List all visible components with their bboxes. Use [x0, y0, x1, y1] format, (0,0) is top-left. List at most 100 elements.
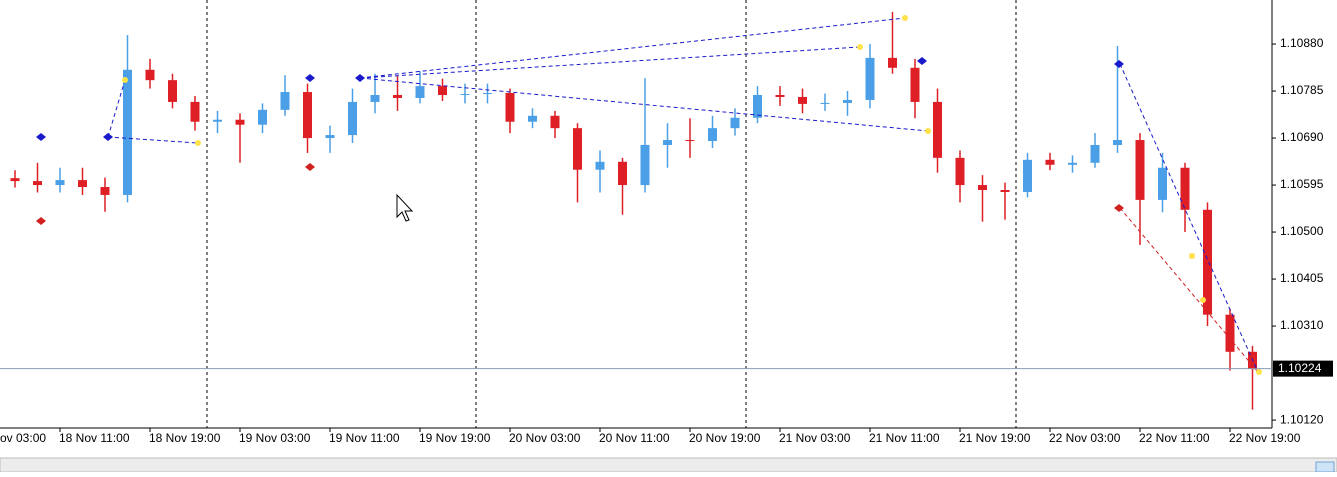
trend-line — [1119, 63, 1259, 373]
x-tick-label: 19 Nov 03:00 — [239, 431, 311, 445]
marker — [195, 140, 201, 146]
indicator-lines — [107, 17, 1259, 373]
candle-body — [1180, 167, 1190, 210]
candle-body — [685, 140, 695, 142]
candle-body — [933, 101, 942, 158]
trend-line — [107, 136, 199, 144]
candle-body — [1158, 167, 1167, 200]
mouse-cursor — [396, 193, 414, 222]
x-tick-label: 21 Nov 19:00 — [959, 431, 1031, 445]
candle-body — [190, 101, 200, 122]
y-tick-label: 1.10595 — [1280, 177, 1324, 191]
candle-body — [55, 180, 65, 186]
y-tick-label: 1.10500 — [1280, 224, 1324, 238]
scrollbar[interactable] — [0, 457, 1337, 473]
signal-down — [305, 163, 315, 171]
signal-down — [36, 217, 46, 225]
candle-body — [415, 86, 425, 98]
x-tick-label: 21 Nov 03:00 — [779, 431, 851, 445]
candle-body — [978, 185, 987, 191]
y-tick-label: 1.10785 — [1280, 83, 1324, 97]
candle-body — [483, 93, 492, 95]
signal-up — [355, 74, 365, 82]
period-separators — [206, 0, 1017, 428]
candle-body — [550, 115, 560, 129]
candle-body — [573, 128, 582, 170]
current-price-label: 1.10224 — [1278, 361, 1322, 375]
axes: 1.10880 1.10785 1.10690 1.10595 1.10500 1.104… — [0, 36, 1324, 445]
candle-body — [100, 187, 110, 195]
marker — [857, 44, 863, 50]
marker — [1200, 297, 1206, 303]
candle-body — [213, 119, 222, 122]
x-tick-label: 20 Nov 03:00 — [509, 431, 581, 445]
candles — [10, 11, 1257, 410]
candle-body — [393, 95, 402, 98]
candle-body — [303, 92, 312, 139]
candle-body — [1090, 144, 1100, 163]
signal-arrows — [36, 15, 1262, 375]
candle-body — [33, 181, 42, 186]
x-tick-label: 21 Nov 11:00 — [869, 431, 940, 445]
marker — [1189, 253, 1195, 259]
candle-body — [145, 69, 155, 81]
signal-up — [1114, 60, 1124, 68]
signal-down — [1114, 204, 1124, 212]
signal-up — [305, 74, 315, 82]
candle-body — [640, 144, 650, 186]
signal-up — [103, 133, 113, 141]
candle-body — [438, 86, 447, 96]
plot-area — [0, 0, 1272, 428]
candle-body — [280, 92, 290, 110]
candle-body — [775, 95, 785, 97]
x-tick-label: 19 Nov 19:00 — [419, 431, 491, 445]
x-tick-label: ov 03:00 — [0, 431, 46, 445]
y-tick-label: 1.10405 — [1280, 271, 1324, 285]
scroll-button[interactable] — [1315, 461, 1335, 473]
candle-body — [1113, 140, 1122, 145]
candle-body — [1045, 159, 1055, 165]
candle-body — [910, 67, 920, 102]
x-tick-label: 20 Nov 11:00 — [599, 431, 670, 445]
x-tick-label: 19 Nov 11:00 — [329, 431, 400, 445]
marker — [1256, 369, 1262, 375]
candle-body — [78, 180, 87, 188]
x-tick-label: 22 Nov 19:00 — [1229, 431, 1301, 445]
candle-body — [730, 117, 740, 129]
candle-body — [1023, 159, 1032, 192]
candle-body — [10, 178, 20, 182]
marker — [925, 128, 931, 134]
y-tick-label: 1.10880 — [1280, 36, 1324, 50]
candle-body — [618, 161, 627, 186]
candle-body — [843, 99, 852, 103]
candle-body — [888, 57, 897, 68]
candle-body — [528, 115, 537, 122]
x-tick-label: 22 Nov 11:00 — [1139, 431, 1210, 445]
candle-body — [595, 161, 605, 170]
marker — [122, 77, 128, 83]
y-tick-label: 1.10120 — [1280, 412, 1324, 426]
candle-body — [1135, 140, 1145, 200]
candle-body — [798, 96, 807, 104]
signal-up — [917, 57, 927, 65]
candle-body — [1000, 190, 1010, 192]
y-tick-label: 1.10690 — [1280, 130, 1324, 144]
trend-line — [1119, 207, 1259, 373]
candle-body — [505, 93, 515, 122]
current-price-box — [1273, 360, 1333, 377]
candle-body — [325, 135, 335, 139]
candle-body — [460, 94, 470, 96]
marker — [902, 15, 908, 21]
candle-body — [1225, 314, 1235, 352]
candle-body — [235, 119, 245, 125]
candle-body — [708, 128, 717, 142]
candle-body — [865, 57, 875, 100]
candle-body — [123, 69, 132, 195]
y-tick-label: 1.10310 — [1280, 318, 1324, 332]
candle-body — [663, 140, 672, 145]
x-tick-label: 18 Nov 11:00 — [59, 431, 130, 445]
candle-body — [348, 101, 357, 136]
signal-up — [36, 133, 46, 141]
